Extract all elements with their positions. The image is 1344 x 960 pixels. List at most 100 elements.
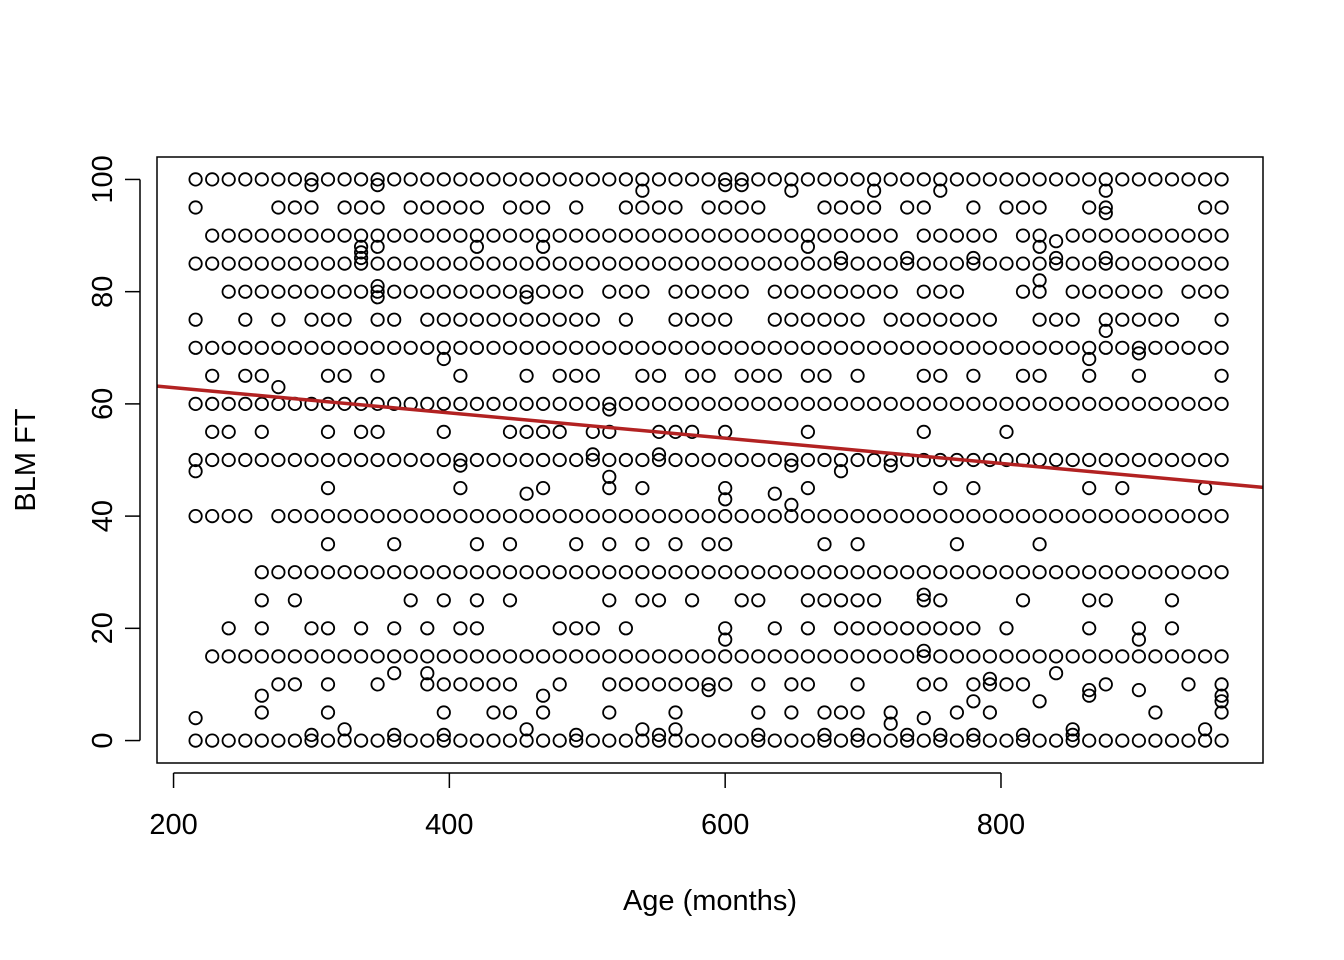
data-point	[1181, 649, 1196, 664]
data-point	[651, 200, 667, 215]
data-point	[1049, 565, 1064, 580]
data-point	[833, 565, 849, 580]
data-point	[519, 649, 534, 664]
data-point	[320, 677, 336, 692]
data-point	[850, 312, 865, 327]
data-point	[569, 396, 584, 411]
data-point	[403, 593, 418, 608]
data-point	[353, 228, 369, 243]
data-point	[800, 565, 816, 580]
data-point	[370, 396, 385, 411]
data-point	[718, 621, 733, 636]
data-point	[800, 312, 816, 327]
data-point	[287, 256, 302, 271]
data-point	[949, 537, 965, 552]
data-point	[254, 368, 269, 383]
data-point	[800, 508, 816, 524]
data-point	[1032, 649, 1047, 664]
data-point	[1198, 200, 1213, 215]
data-point	[469, 649, 484, 664]
x-axis: 200 400 600 800	[149, 772, 1025, 841]
data-point	[519, 565, 534, 580]
data-point	[453, 284, 468, 299]
data-point	[668, 396, 683, 411]
data-point	[585, 396, 600, 411]
data-point	[1181, 677, 1196, 692]
data-point	[767, 312, 782, 327]
data-point	[469, 239, 484, 254]
data-point	[602, 508, 617, 524]
data-point	[1032, 396, 1047, 411]
data-point	[883, 172, 898, 187]
data-point	[370, 239, 385, 254]
data-point	[271, 565, 286, 580]
data-point	[271, 200, 286, 215]
data-point	[1082, 565, 1097, 580]
data-point	[238, 228, 253, 243]
data-point	[916, 256, 931, 271]
data-point	[684, 396, 700, 411]
data-point	[271, 508, 286, 524]
data-point	[718, 312, 733, 327]
data-point	[502, 565, 518, 580]
data-point	[767, 452, 782, 468]
data-point	[651, 228, 667, 243]
data-point	[751, 368, 766, 383]
data-point	[403, 452, 418, 468]
data-point	[469, 172, 484, 187]
data-point	[999, 677, 1014, 692]
data-point	[304, 621, 319, 636]
data-point	[817, 200, 832, 215]
data-point	[618, 621, 634, 636]
data-point	[933, 312, 948, 327]
data-point	[453, 480, 468, 496]
data-point	[221, 256, 236, 271]
data-point	[850, 649, 865, 664]
data-point	[883, 396, 898, 411]
data-point	[337, 228, 352, 243]
data-point	[287, 200, 302, 215]
data-point	[287, 172, 302, 187]
data-point	[701, 256, 716, 271]
data-point	[569, 312, 584, 327]
data-point	[486, 705, 501, 720]
data-point	[668, 312, 683, 327]
data-point	[387, 228, 402, 243]
data-point	[320, 537, 336, 552]
data-point	[1082, 368, 1097, 383]
data-point	[569, 284, 584, 299]
data-point	[1065, 396, 1080, 411]
data-point	[1148, 565, 1163, 580]
data-point	[238, 256, 253, 271]
data-point	[1015, 172, 1031, 187]
data-point	[1131, 649, 1147, 664]
data-point	[1015, 284, 1031, 299]
data-point	[535, 508, 551, 524]
data-point	[718, 256, 733, 271]
data-point	[1032, 172, 1047, 187]
data-point	[453, 565, 468, 580]
data-point	[188, 312, 203, 327]
data-point	[751, 565, 766, 580]
data-point	[833, 312, 849, 327]
data-point	[1015, 733, 1031, 748]
data-point	[734, 368, 749, 383]
data-point	[784, 705, 799, 720]
data-point	[436, 396, 451, 411]
data-point	[701, 682, 716, 698]
data-point	[999, 396, 1014, 411]
data-point	[320, 312, 336, 327]
data-point	[1065, 649, 1080, 664]
data-point	[701, 649, 716, 664]
data-point	[817, 452, 832, 468]
data-point	[602, 649, 617, 664]
data-point	[535, 565, 551, 580]
data-point	[320, 228, 336, 243]
data-point	[304, 565, 319, 580]
data-point	[618, 677, 634, 692]
data-point	[271, 733, 286, 748]
data-point	[387, 649, 402, 664]
data-point	[569, 340, 584, 355]
data-point	[900, 200, 915, 215]
data-point	[502, 508, 518, 524]
